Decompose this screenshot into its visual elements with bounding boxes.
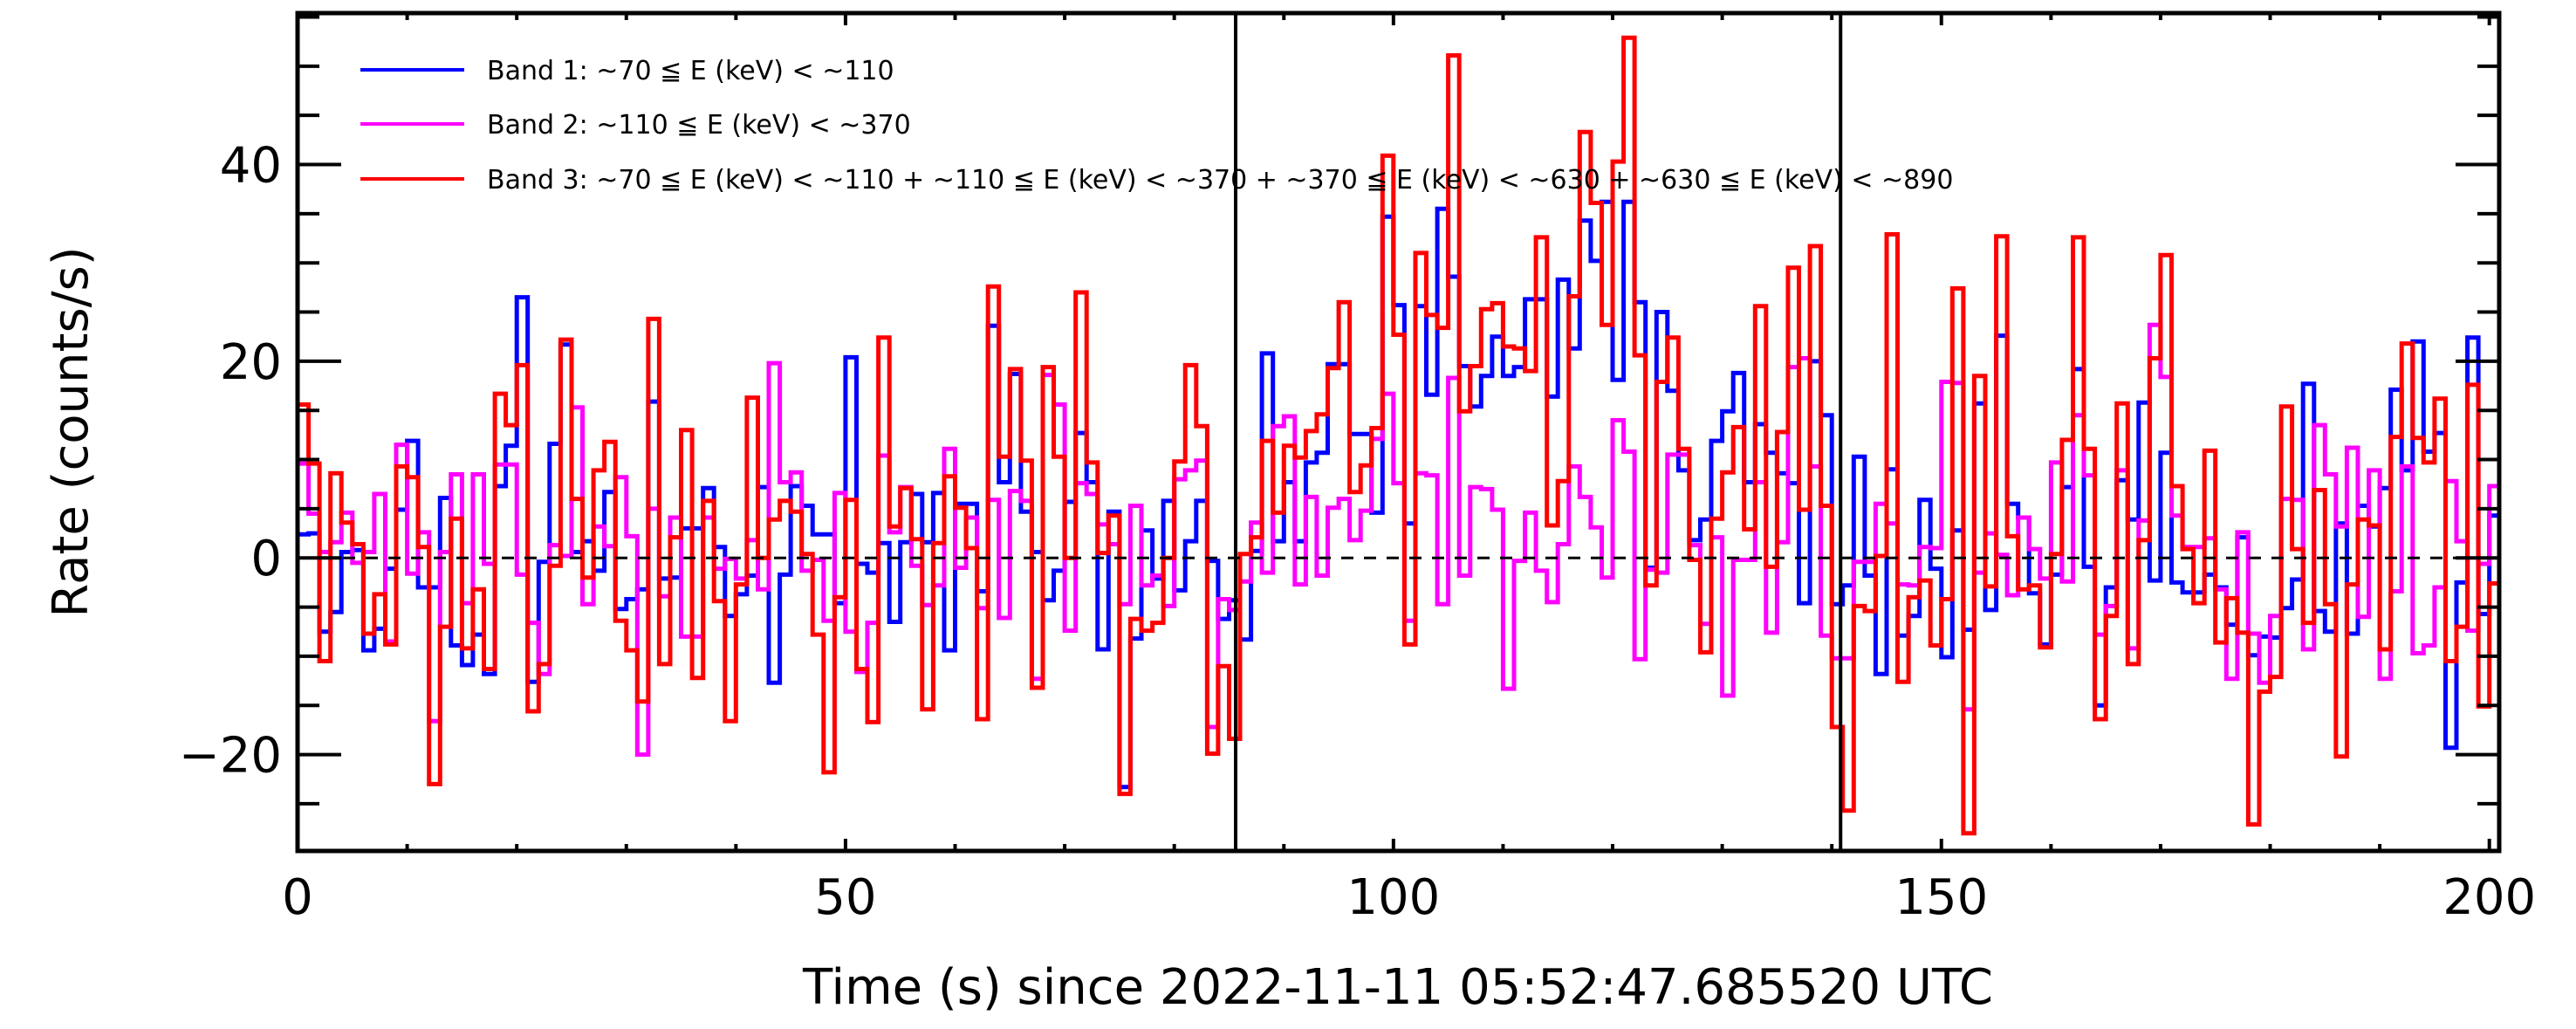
series-band-3-line (298, 35, 2499, 836)
x-tick-label: 50 (814, 869, 876, 926)
x-tick-label: 200 (2442, 869, 2536, 926)
plot-frame (295, 10, 2502, 854)
y-tick-label: 20 (220, 334, 282, 391)
legend-label-band-2: Band 2: ~110 ≦ E (keV) < ~370 (487, 110, 911, 141)
series-layer (298, 35, 2499, 836)
legend: Band 1: ~70 ≦ E (keV) < ~110 Band 2: ~11… (360, 56, 1953, 196)
y-tick-label: 0 (250, 531, 282, 587)
vertical-marker-lines (1234, 13, 1843, 851)
x-tick-label: 0 (282, 869, 313, 926)
series-band-1-line (298, 199, 2499, 790)
y-tick-label: 40 (220, 138, 282, 195)
x-axis-title: Time (s) since 2022-11-11 05:52:47.68552… (802, 959, 1993, 1016)
y-tick-label: −20 (179, 728, 282, 785)
series-band-2-line (298, 322, 2499, 758)
y-axis-title: Rate (counts/s) (43, 246, 99, 617)
tick-labels: 0 50 100 150 200 −20 0 20 40 (179, 138, 2536, 926)
x-tick-label: 100 (1346, 869, 1440, 926)
legend-label-band-1: Band 1: ~70 ≦ E (keV) < ~110 (487, 56, 894, 86)
x-tick-label: 150 (1894, 869, 1988, 926)
legend-label-band-3: Band 3: ~70 ≦ E (keV) < ~110 + ~110 ≦ E … (487, 165, 1953, 196)
